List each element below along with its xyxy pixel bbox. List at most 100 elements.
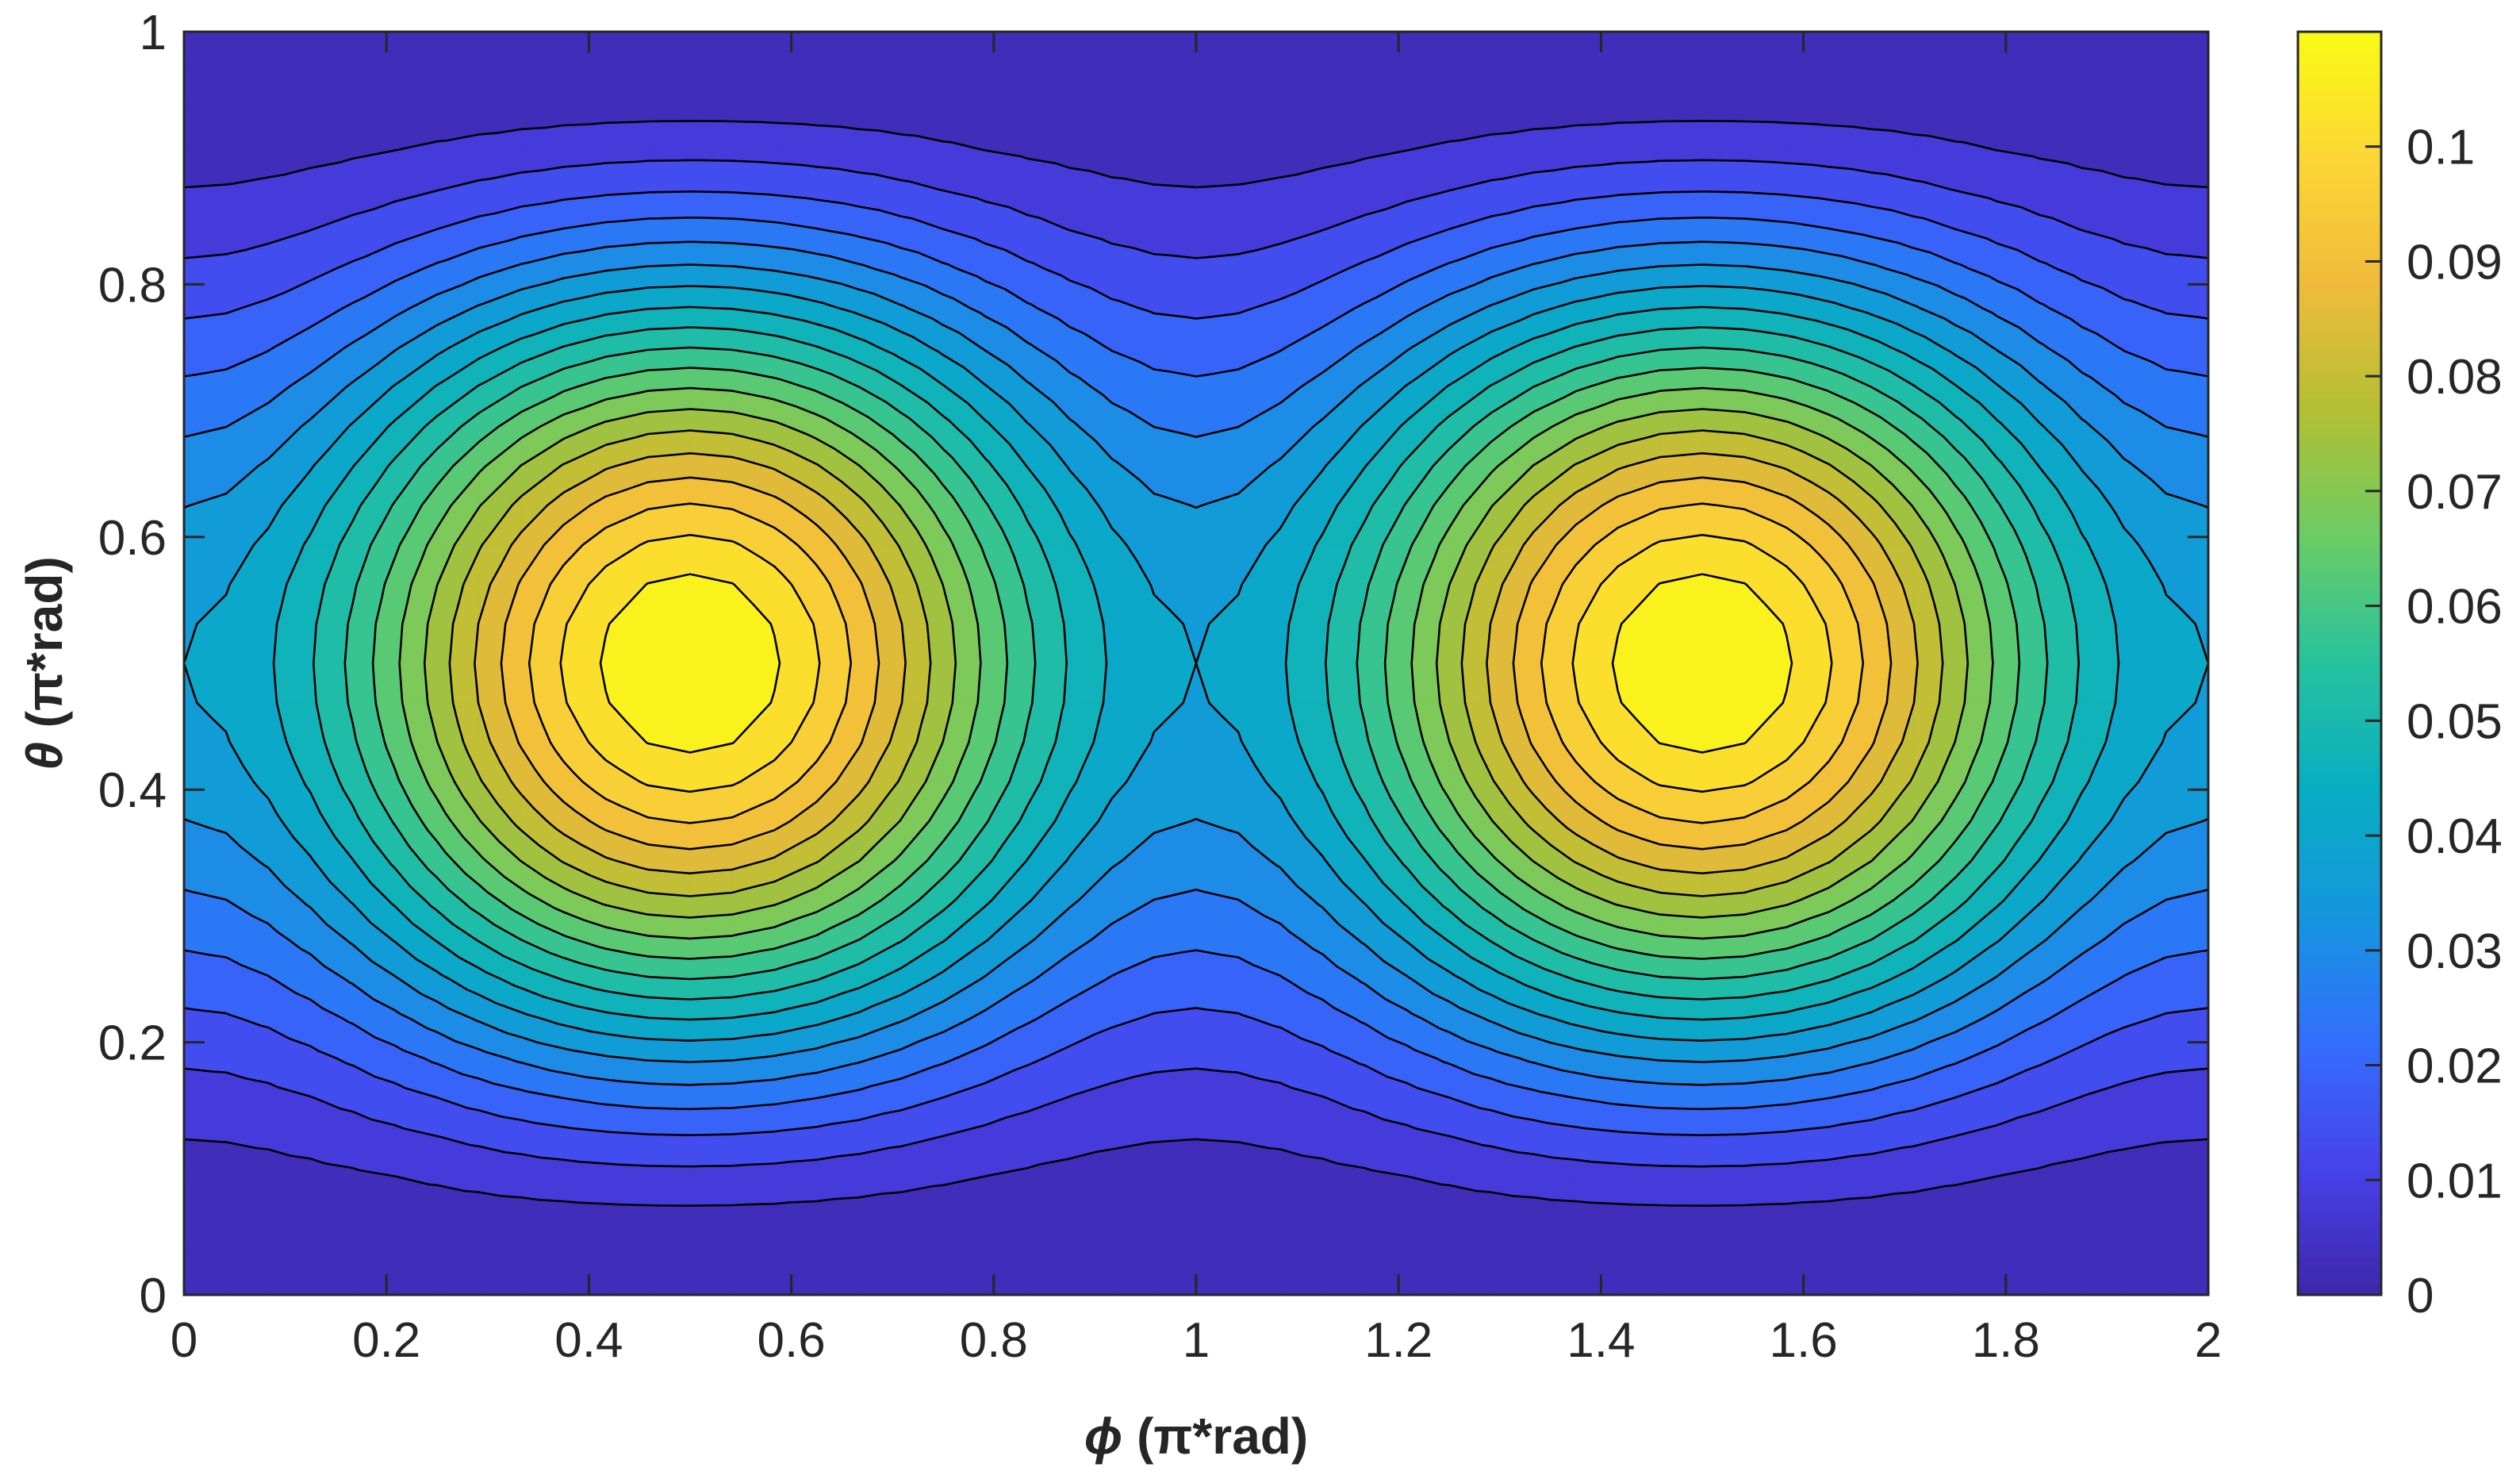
x-tick-label: 0 [171, 1313, 198, 1368]
colorbar-tick-label: 0.05 [2407, 694, 2503, 749]
colorbar-step [2298, 858, 2381, 866]
colorbar-step [2298, 707, 2381, 715]
colorbar-step [2298, 751, 2381, 759]
colorbar-step [2298, 1048, 2381, 1056]
colorbar-step [2298, 190, 2381, 197]
colorbar-step [2298, 252, 2381, 260]
colorbar-step [2298, 417, 2381, 424]
colorbar-step [2298, 1263, 2381, 1270]
colorbar-step [2298, 1231, 2381, 1239]
colorbar-step [2298, 973, 2381, 980]
colorbar-step [2298, 1035, 2381, 1043]
colorbar-step [2298, 259, 2381, 267]
colorbar-step [2298, 543, 2381, 551]
colorbar-step [2298, 852, 2381, 860]
colorbar-step [2298, 442, 2381, 450]
colorbar-step [2298, 359, 2381, 367]
colorbar-step [2298, 461, 2381, 469]
x-tick-label: 0.4 [554, 1313, 623, 1368]
colorbar-step [2298, 1086, 2381, 1094]
colorbar-step [2298, 240, 2381, 248]
colorbar-step [2298, 75, 2381, 83]
colorbar-step [2298, 638, 2381, 645]
colorbar-step [2298, 625, 2381, 632]
colorbar-tick-label: 0.04 [2407, 809, 2503, 864]
colorbar-step [2298, 378, 2381, 386]
colorbar-step [2298, 290, 2381, 298]
colorbar-step [2298, 809, 2381, 816]
colorbar-step [2298, 1257, 2381, 1264]
colorbar-step [2298, 688, 2381, 696]
contour-lines [184, 120, 2208, 1207]
colorbar-step [2298, 145, 2381, 153]
colorbar-step [2298, 107, 2381, 115]
colorbar-step [2298, 1162, 2381, 1170]
colorbar-step [2298, 568, 2381, 576]
colorbar-step [2298, 941, 2381, 948]
y-tick-label: 0 [140, 1269, 167, 1323]
colorbar-step [2298, 139, 2381, 147]
colorbar-step [2298, 88, 2381, 96]
colorbar-step [2298, 113, 2381, 121]
colorbar-step [2298, 404, 2381, 412]
colorbar-step [2298, 1105, 2381, 1112]
contour-line-15 [500, 476, 1893, 851]
colorbar-step [2298, 815, 2381, 822]
contour-line-11 [398, 386, 1994, 940]
colorbar-step [2298, 524, 2381, 532]
colorbar-step [2298, 1225, 2381, 1233]
colorbar-step [2298, 574, 2381, 582]
contour-line-2 [184, 190, 2208, 1136]
colorbar-tick-label: 0.1 [2407, 121, 2475, 175]
colorbar-frame [2296, 30, 2383, 1296]
colorbar-step [2298, 366, 2381, 374]
colorbar-step [2298, 632, 2381, 639]
colorbar-step [2298, 133, 2381, 140]
colorbar-step [2298, 764, 2381, 772]
colorbar-step [2298, 120, 2381, 128]
colorbar-step [2298, 1174, 2381, 1182]
colorbar-step [2298, 448, 2381, 456]
colorbar-step [2298, 732, 2381, 740]
y-axis-symbol: θ [16, 742, 73, 770]
y-tick-label: 0.6 [98, 511, 167, 566]
colorbar-step [2298, 322, 2381, 329]
colorbar-step [2298, 195, 2381, 203]
colorbar-step [2298, 1282, 2381, 1289]
contour-line-6 [184, 285, 2208, 1042]
colorbar-step [2298, 297, 2381, 305]
colorbar-step [2298, 353, 2381, 361]
colorbar-step [2298, 423, 2381, 431]
contour-line-9 [343, 346, 2049, 981]
x-tick-label: 2 [2195, 1313, 2222, 1368]
colorbar-step [2298, 56, 2381, 64]
colorbar-step [2298, 1004, 2381, 1012]
colorbar-step [2298, 1099, 2381, 1106]
colorbar-step [2298, 720, 2381, 728]
colorbar-step [2298, 1016, 2381, 1024]
colorbar-step [2298, 909, 2381, 917]
colorbar-step [2298, 480, 2381, 487]
colorbar-step [2298, 69, 2381, 77]
colorbar-step [2298, 493, 2381, 500]
colorbar-step [2298, 555, 2381, 563]
contour-line-13 [448, 429, 1944, 897]
x-axis-ticks: 0 0.2 0.4 0.6 0.8 1 1.2 1.4 1.6 1.8 2 [171, 32, 2222, 1368]
x-tick-label: 0.6 [757, 1313, 825, 1368]
colorbar-step [2298, 1054, 2381, 1062]
colorbar-step [2298, 878, 2381, 885]
colorbar-step [2298, 126, 2381, 134]
contour-line-0 [184, 120, 2208, 1207]
colorbar-step [2298, 517, 2381, 525]
colorbar-step [2298, 1067, 2381, 1075]
contour-line-14 [474, 452, 1919, 874]
colorbar-step [2298, 328, 2381, 336]
colorbar-step [2298, 796, 2381, 803]
colorbar-step [2298, 183, 2381, 190]
colorbar-step [2298, 1238, 2381, 1246]
colorbar-step [2298, 682, 2381, 689]
colorbar-step [2298, 839, 2381, 847]
colorbar-step [2298, 739, 2381, 747]
plot-area [184, 32, 2208, 1295]
